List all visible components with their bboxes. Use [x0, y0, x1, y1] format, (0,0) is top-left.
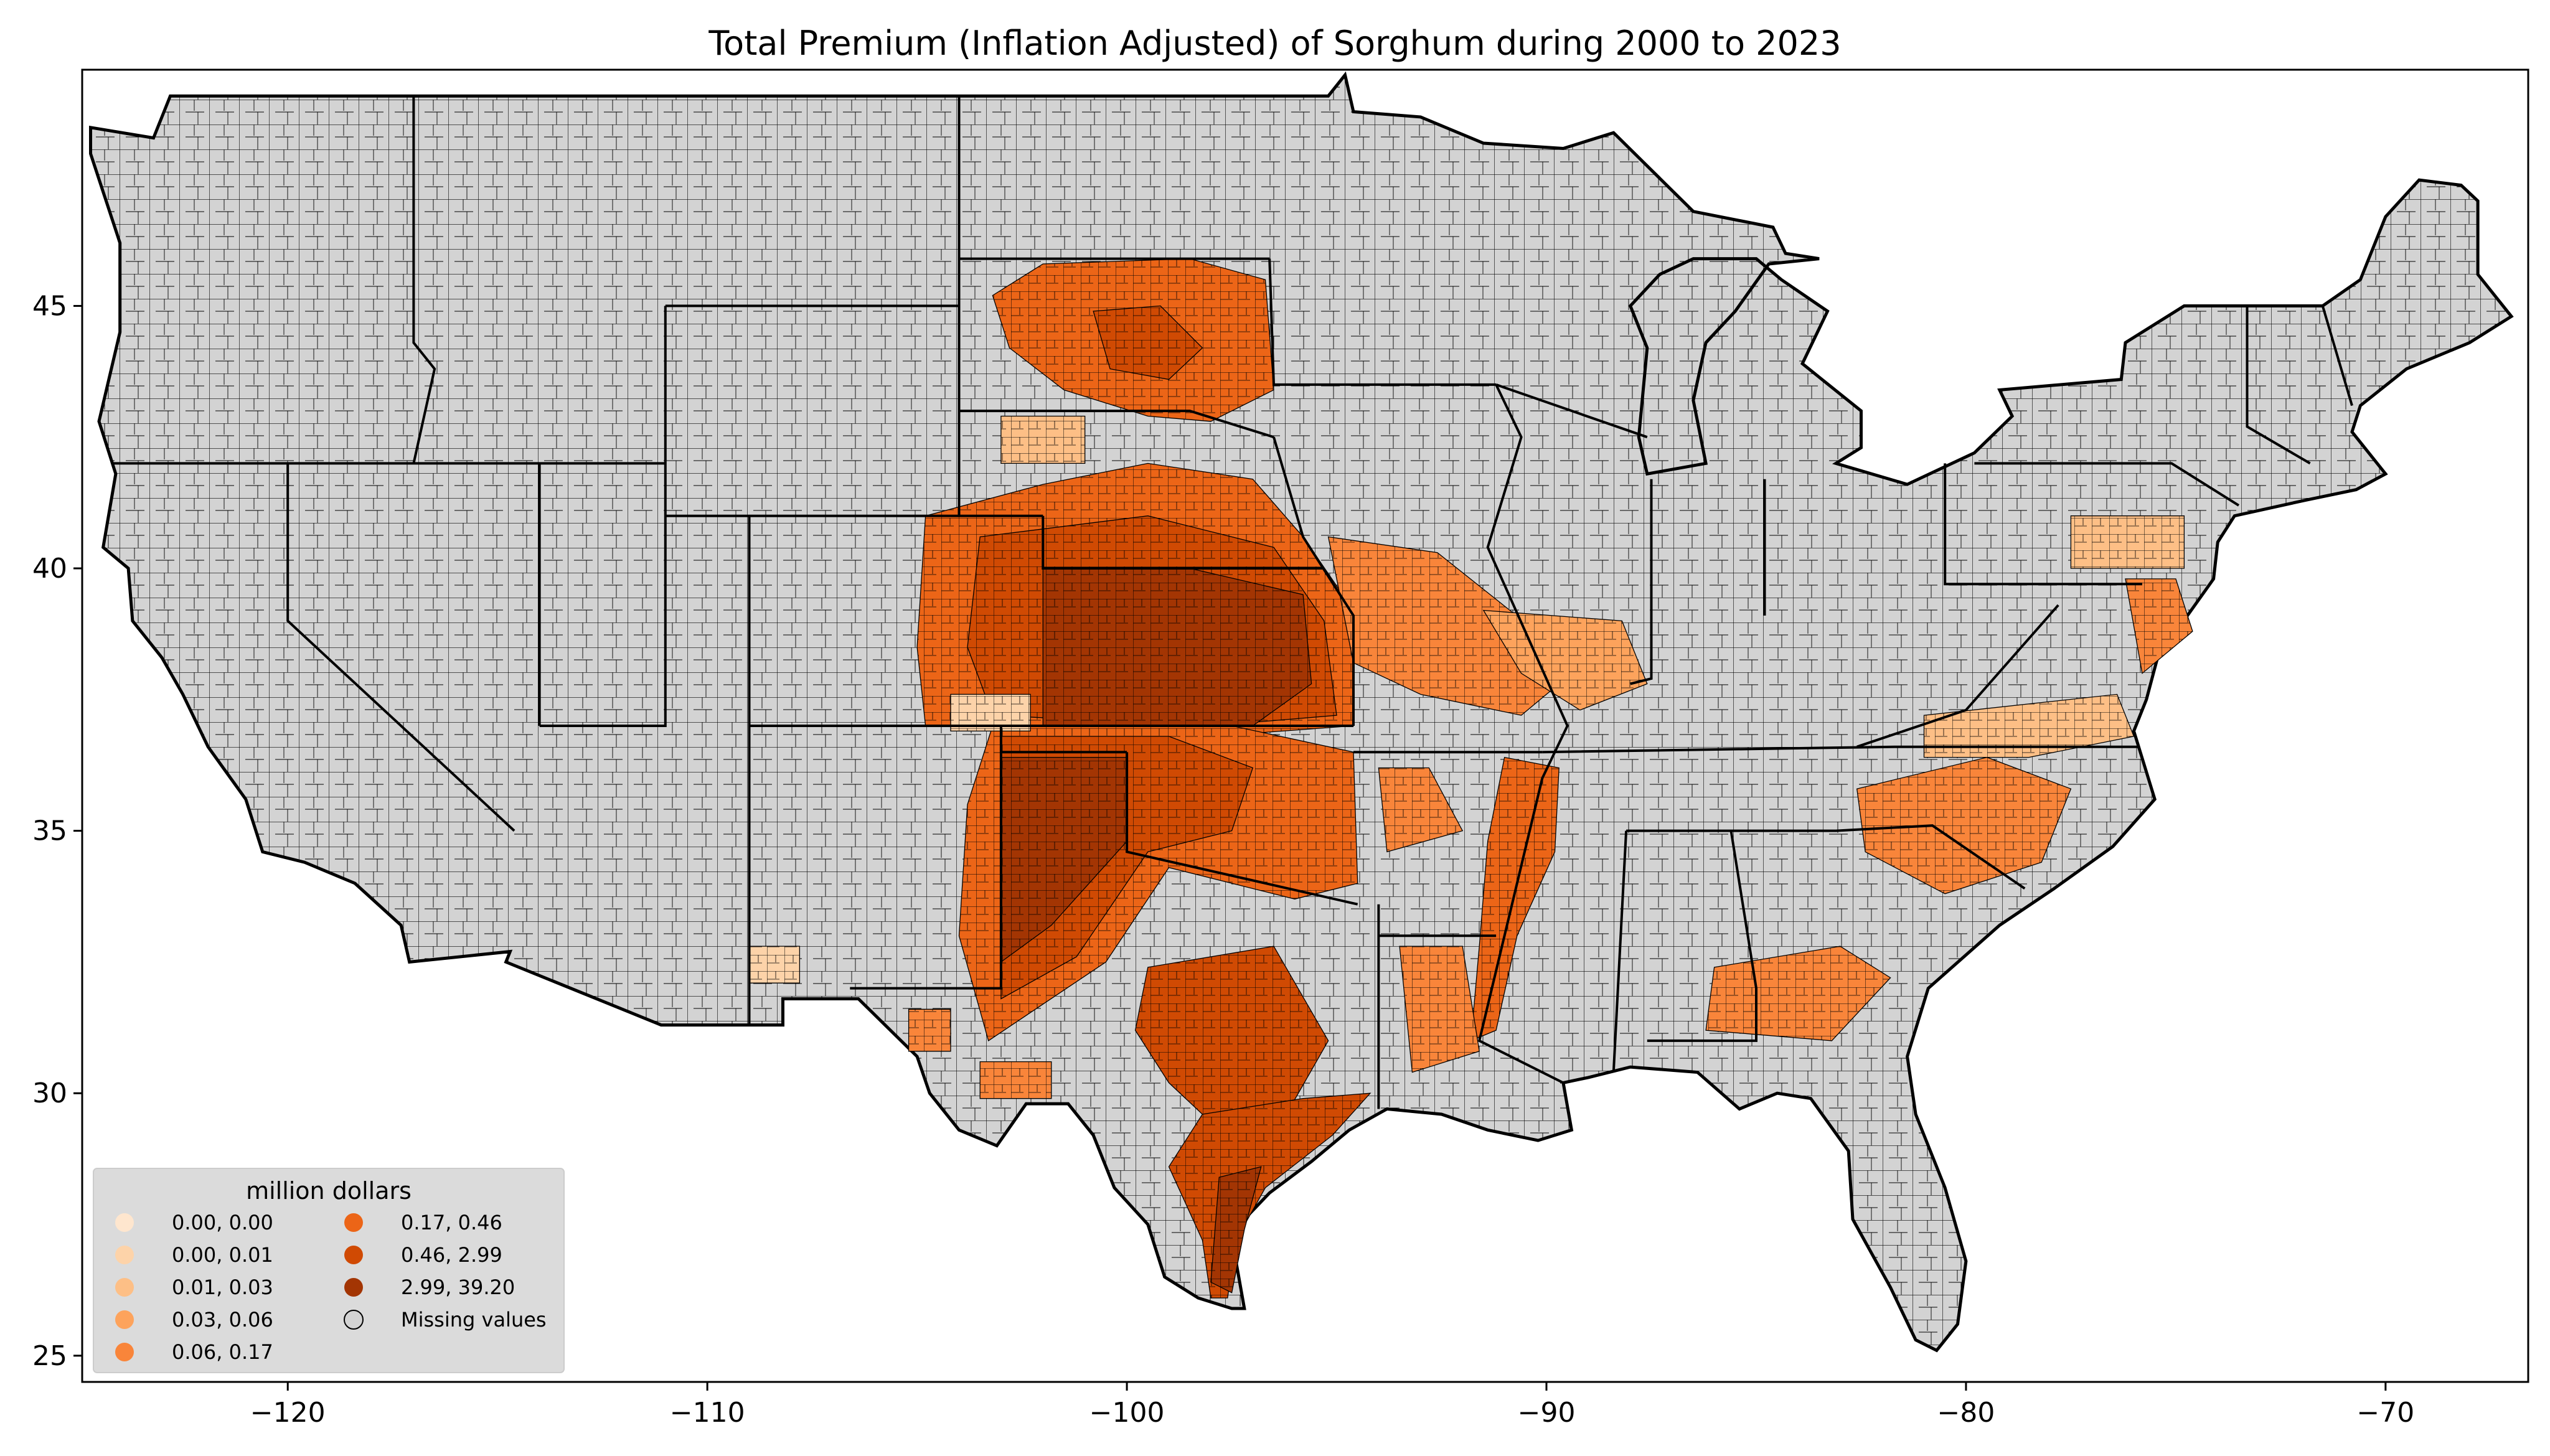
state-boundary — [539, 306, 667, 727]
legend-label: 0.00, 0.01 — [172, 1243, 273, 1267]
y-tick-label: 40 — [32, 553, 67, 585]
legend-swatch — [115, 1310, 134, 1329]
state-boundary — [1974, 462, 2240, 507]
state-boundary — [2321, 305, 2353, 406]
legend-swatch — [344, 1310, 364, 1330]
premium-zone-counties — [2071, 515, 2185, 568]
y-axis: 25 30 35 40 45 — [32, 290, 82, 1372]
state-boundary — [1273, 436, 1355, 726]
x-axis: −120 −110 −100 −90 −80 −70 — [250, 1382, 2414, 1429]
legend-label: 0.46, 2.99 — [401, 1243, 502, 1267]
state-boundary — [412, 96, 436, 464]
y-tick-label: 30 — [32, 1078, 67, 1109]
premium-zone-counties — [1856, 757, 2071, 894]
premium-zone-counties — [749, 946, 800, 984]
state-boundary — [959, 410, 1274, 439]
state-boundary — [1612, 830, 1628, 1073]
premium-zone-counties — [1470, 757, 1560, 1041]
premium-zone-counties — [1000, 416, 1085, 464]
x-tick-label: −110 — [670, 1397, 745, 1429]
map-title: Total Premium (Inflation Adjusted) of So… — [708, 24, 1841, 63]
premium-zones — [748, 258, 2193, 1299]
state-boundary — [286, 463, 515, 832]
premium-zone-counties — [2125, 578, 2193, 674]
premium-zone-counties — [951, 694, 1031, 731]
state-boundary — [850, 726, 1002, 990]
state-boundary — [1495, 383, 1648, 439]
x-tick-label: −70 — [2356, 1397, 2414, 1429]
y-tick-label: 35 — [32, 815, 67, 847]
legend-swatch — [344, 1213, 363, 1232]
legend-label: Missing values — [401, 1308, 547, 1332]
premium-zone-counties — [1400, 946, 1480, 1073]
legend: million dollars 0.00, 0.00 0.00, 0.01 0.01… — [93, 1168, 565, 1373]
state-boundary — [1268, 258, 1497, 386]
legend-label: 2.99, 39.20 — [401, 1275, 515, 1299]
premium-zone-counties — [1135, 946, 1329, 1130]
premium-zone-counties — [1093, 306, 1203, 380]
premium-zone-counties — [1043, 568, 1312, 726]
state-boundary — [1542, 745, 2138, 754]
premium-zone-counties — [1924, 694, 2134, 758]
y-tick-label: 45 — [32, 290, 67, 322]
legend-box — [93, 1168, 565, 1373]
legend-title: million dollars — [246, 1177, 412, 1205]
state-boundaries — [111, 96, 2353, 1109]
x-tick-label: −80 — [1937, 1397, 1995, 1429]
legend-label: 0.00, 0.00 — [172, 1211, 273, 1234]
premium-zone-counties — [1328, 537, 1572, 716]
legend-swatch — [344, 1278, 363, 1297]
x-tick-label: −100 — [1089, 1397, 1165, 1429]
legend-label: 0.01, 0.03 — [172, 1275, 273, 1299]
x-tick-label: −90 — [1518, 1397, 1576, 1429]
legend-swatch — [344, 1246, 363, 1264]
legend-swatch — [115, 1246, 134, 1264]
map-layer — [89, 71, 2514, 1353]
legend-label: 0.03, 0.06 — [172, 1308, 273, 1332]
premium-zone-counties — [1000, 757, 1127, 962]
x-tick-label: −120 — [250, 1397, 326, 1429]
legend-label: 0.06, 0.17 — [172, 1340, 273, 1364]
state-boundary — [1630, 479, 1653, 685]
state-boundary — [1647, 830, 1757, 1042]
state-boundary — [1126, 752, 1358, 906]
y-tick-label: 25 — [32, 1340, 67, 1372]
state-boundary — [2246, 306, 2311, 465]
legend-swatch — [115, 1213, 134, 1232]
premium-zone-counties — [980, 1061, 1052, 1099]
legend-label: 0.17, 0.46 — [401, 1211, 502, 1234]
premium-zone-counties — [908, 1009, 951, 1051]
state-boundary — [1626, 824, 2026, 890]
premium-zone-counties — [1210, 1167, 1261, 1293]
premium-zone-counties — [1483, 610, 1647, 710]
legend-swatch — [115, 1278, 134, 1297]
state-boundary — [1042, 515, 1324, 570]
premium-zone-counties — [1706, 946, 1891, 1041]
premium-zone-counties — [1378, 768, 1463, 852]
state-boundary — [1944, 463, 2142, 586]
state-boundary — [1856, 604, 2059, 748]
legend-swatch — [115, 1343, 134, 1361]
